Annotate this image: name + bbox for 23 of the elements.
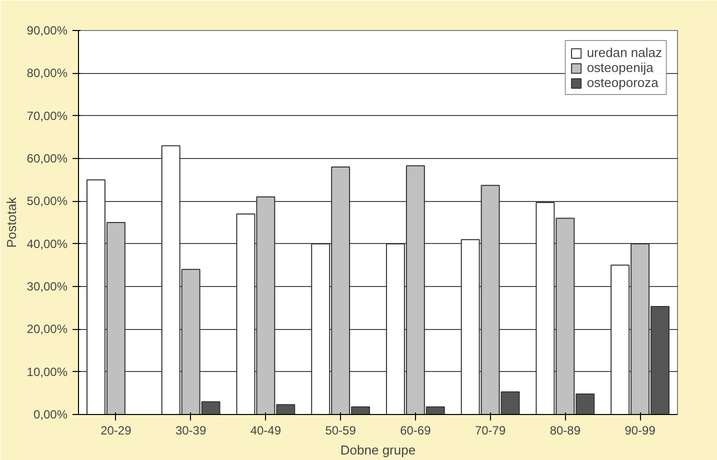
y-tick-label: 60,00% (26, 152, 68, 166)
x-tick-label: 90-99 (624, 424, 656, 438)
x-tick-label: 50-59 (325, 424, 356, 438)
y-axis-title: Postotak (4, 196, 19, 248)
y-tick-label: 50,00% (26, 194, 68, 208)
x-tick-label: 20-29 (100, 424, 132, 438)
y-tick-label: 30,00% (26, 280, 68, 294)
y-tick-label: 20,00% (26, 322, 68, 336)
x-tick-label: 30-39 (175, 424, 206, 438)
y-tick-label: 70,00% (26, 108, 68, 123)
x-tick-label: 60-69 (400, 424, 432, 438)
x-tick-label: 40-49 (250, 424, 282, 438)
x-tick-label: 80-89 (550, 424, 581, 438)
legend-label: osteopenija (586, 60, 654, 75)
legend-label: osteoporoza (586, 75, 658, 90)
x-tick-label: 70-79 (474, 424, 506, 438)
x-axis-title: Dobne grupe (340, 442, 416, 458)
y-tick-label: 10,00% (26, 364, 68, 379)
y-tick-label: 90,00% (26, 24, 68, 38)
y-tick-label: 40,00% (26, 236, 68, 251)
y-tick-label: 80,00% (26, 66, 68, 80)
y-tick-label: 0,00% (33, 408, 68, 422)
legend-label: uredan nalaz (586, 45, 662, 60)
